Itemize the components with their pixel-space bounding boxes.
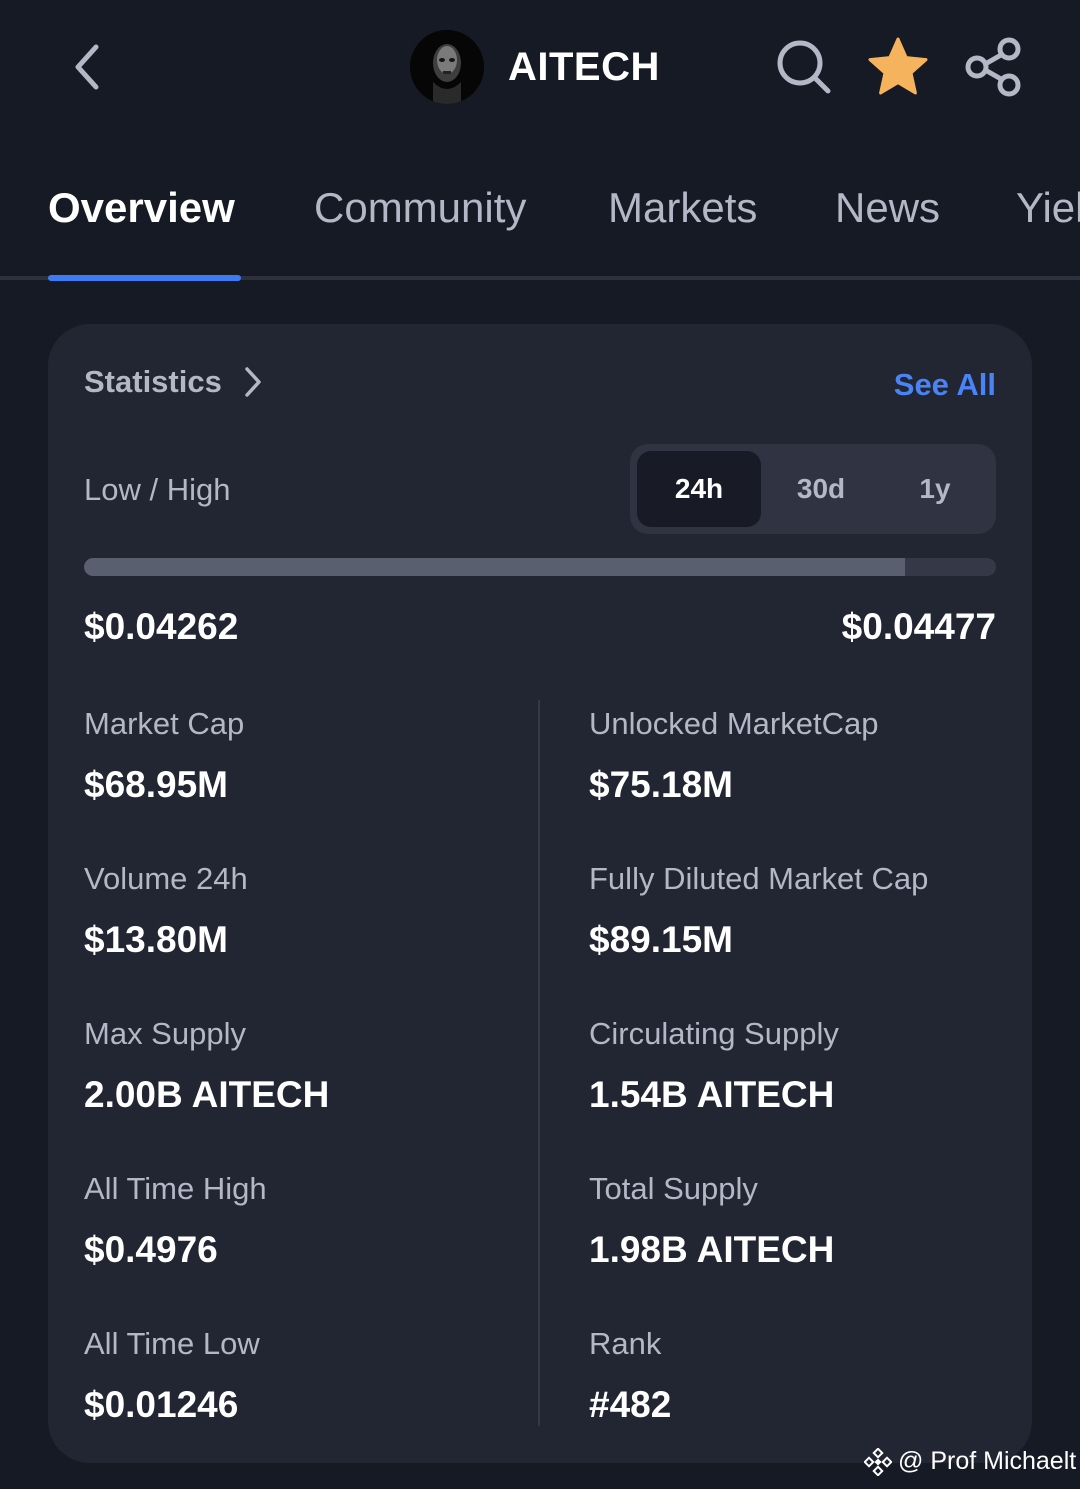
stat-value: $75.18M <box>589 764 733 805</box>
stat-label: Max Supply <box>84 1016 246 1051</box>
chevron-left-icon <box>75 44 99 90</box>
stat-value: $0.01246 <box>84 1384 239 1425</box>
stat-value: 2.00B AITECH <box>84 1074 330 1115</box>
tab-community[interactable]: Community <box>314 184 527 231</box>
price-range-bar <box>84 558 996 576</box>
tab-yield[interactable]: Yiel <box>1016 184 1080 231</box>
stat-label: Market Cap <box>84 706 245 741</box>
stat-market-cap: Market Cap $68.95M <box>84 706 524 806</box>
binance-logo-icon <box>864 1447 892 1476</box>
tab-divider <box>0 276 1080 280</box>
favorite-button[interactable] <box>866 32 930 102</box>
stat-total-supply: Total Supply 1.98B AITECH <box>589 1171 1029 1271</box>
stat-all-time-high: All Time High $0.4976 <box>84 1171 524 1271</box>
stat-value: $89.15M <box>589 919 733 960</box>
period-30d[interactable]: 30d <box>796 473 846 504</box>
share-icon <box>965 37 1021 97</box>
see-all-link[interactable]: See All <box>893 367 996 402</box>
period-24h[interactable]: 24h <box>637 451 761 527</box>
stat-label: All Time High <box>84 1171 267 1206</box>
stat-label: All Time Low <box>84 1326 260 1361</box>
stat-value: $13.80M <box>84 919 228 960</box>
stat-circulating-supply: Circulating Supply 1.54B AITECH <box>589 1016 1029 1116</box>
tab-overview[interactable]: Overview <box>48 184 235 231</box>
statistics-title: Statistics <box>84 364 222 399</box>
watermark: @ Prof Michaelt <box>864 1447 1076 1476</box>
coin-logo <box>410 30 484 104</box>
tab-bar: Overview Community Markets News Yiel <box>0 170 1080 282</box>
low-price: $0.04262 <box>84 606 239 647</box>
column-divider <box>538 700 540 1426</box>
high-price: $0.04477 <box>841 606 996 647</box>
stat-max-supply: Max Supply 2.00B AITECH <box>84 1016 524 1116</box>
stat-fully-diluted-market-cap: Fully Diluted Market Cap $89.15M <box>589 861 1029 961</box>
period-selector: 24h 30d 1y <box>630 444 996 534</box>
search-icon <box>777 40 831 94</box>
watermark-text: @ Prof Michaelt <box>898 1447 1077 1475</box>
share-button[interactable] <box>962 32 1026 102</box>
coin-name: AITECH <box>508 44 660 89</box>
active-tab-indicator <box>48 275 241 281</box>
top-bar: AITECH <box>0 0 1080 140</box>
stat-all-time-low: All Time Low $0.01246 <box>84 1326 524 1426</box>
stat-rank: Rank #482 <box>589 1326 1029 1426</box>
period-1y[interactable]: 1y <box>919 473 951 504</box>
price-range-fill <box>84 558 905 576</box>
statistics-card: Statistics See All Low / High 24h 30d 1y… <box>48 324 1032 1463</box>
back-button[interactable] <box>62 38 112 96</box>
stat-unlocked-marketcap: Unlocked MarketCap $75.18M <box>589 706 1029 806</box>
search-button[interactable] <box>772 32 836 102</box>
stat-label: Circulating Supply <box>589 1016 839 1051</box>
stat-label: Total Supply <box>589 1171 758 1206</box>
stat-volume-24h: Volume 24h $13.80M <box>84 861 524 961</box>
tab-markets[interactable]: Markets <box>608 184 758 231</box>
stat-value: $68.95M <box>84 764 228 805</box>
stat-label: Rank <box>589 1326 662 1361</box>
coin-title: AITECH <box>410 30 660 104</box>
stat-value: #482 <box>589 1384 672 1425</box>
low-high-label: Low / High <box>84 472 231 507</box>
star-icon <box>868 37 928 95</box>
chevron-right-icon <box>244 366 262 398</box>
stat-value: $0.4976 <box>84 1229 218 1270</box>
stat-label: Fully Diluted Market Cap <box>589 861 929 896</box>
stat-value: 1.98B AITECH <box>589 1229 835 1270</box>
stat-value: 1.54B AITECH <box>589 1074 835 1115</box>
stat-label: Unlocked MarketCap <box>589 706 879 741</box>
tab-news[interactable]: News <box>835 184 941 231</box>
stat-label: Volume 24h <box>84 861 248 896</box>
statistics-header[interactable]: Statistics <box>84 364 262 400</box>
